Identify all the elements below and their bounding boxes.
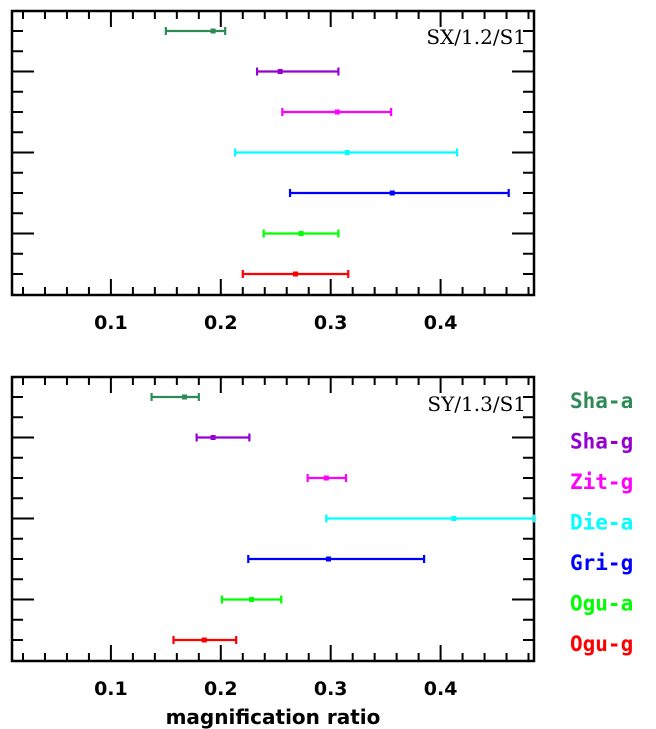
chart-panel-top: SX/1.2/S1 0.1 0.2 0.3 0.4 [10, 9, 536, 334]
x-tick-label: 0.3 [314, 678, 348, 700]
x-tick-label: 0.3 [314, 312, 348, 334]
data-point [298, 231, 304, 236]
legend-entry-die-a: Die-a [570, 511, 633, 535]
data-point [277, 69, 283, 74]
errorbar-zit-g [306, 474, 348, 482]
errorbar-die-a [233, 148, 459, 157]
legend-entry-ogu-g: Ogu-g [570, 632, 633, 656]
data-point [210, 28, 216, 34]
errorbar-gri-g [288, 189, 510, 197]
data-point [389, 190, 395, 196]
x-tick-label: 0.1 [94, 312, 128, 334]
errorbar-ogu-a [262, 229, 340, 238]
x-tick-label: 0.2 [204, 678, 238, 700]
data-point [182, 394, 188, 400]
x-tick-label: 0.4 [424, 312, 458, 334]
legend-entry-ogu-a: Ogu-a [570, 592, 633, 616]
data-point [325, 556, 331, 562]
data-point [210, 435, 216, 440]
x-tick-label: 0.2 [204, 312, 238, 334]
errorbar-gri-g [247, 555, 426, 563]
x-tick-label: 0.4 [424, 678, 458, 700]
errorbar-sha-a [164, 27, 227, 35]
data-point [334, 109, 340, 115]
data-point [201, 637, 207, 643]
data-point [344, 150, 350, 155]
legend-entry-gri-g: Gri-g [570, 551, 633, 575]
errorbar-ogu-g [241, 270, 350, 278]
errorbar-ogu-g [172, 636, 238, 644]
errorbar-ogu-a [220, 595, 283, 604]
data-point [249, 597, 255, 602]
errorbar-sha-a [150, 393, 200, 401]
legend-entry-zit-g: Zit-g [570, 470, 633, 494]
data-point [323, 475, 329, 481]
panel-title: SX/1.2/S1 [426, 25, 526, 49]
x-tick-label: 0.1 [94, 678, 128, 700]
errorbar-zit-g [281, 108, 393, 116]
data-point [451, 516, 457, 521]
errorbar-die-a [325, 514, 536, 523]
data-point [293, 271, 299, 277]
legend-entry-sha-a: Sha-a [570, 389, 633, 413]
errorbar-sha-g [255, 67, 340, 76]
chart-panel-bottom: SY/1.3/S1 0.1 0.2 0.3 0.4 [10, 375, 536, 700]
legend-entry-sha-g: Sha-g [570, 430, 633, 454]
legend: Sha-a Sha-g Zit-g Die-a Gri-g Ogu-a Ogu-g [570, 389, 633, 656]
errorbar-sha-g [195, 433, 251, 442]
x-axis-label: magnification ratio [166, 705, 381, 729]
panel-title: SY/1.3/S1 [427, 392, 526, 416]
